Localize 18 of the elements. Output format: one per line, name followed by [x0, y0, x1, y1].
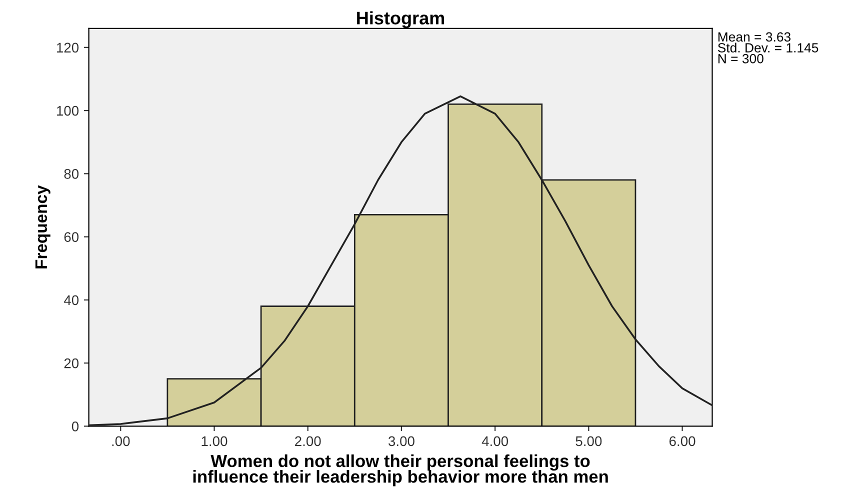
y-axis-title: Frequency	[35, 185, 50, 268]
x-tick-label: 2.00	[295, 436, 321, 446]
x-axis-title: Women do not allow their personal feelings to influence their leadership behavior more than men	[193, 454, 608, 486]
x-tick-label: 1.00	[202, 436, 228, 446]
x-tick-label: 6.00	[669, 436, 696, 446]
text: Mean = 3.63 Std. Dev. = 1.145 N = 300	[718, 32, 818, 64]
y-tick-label: 120	[56, 42, 79, 53]
x-tick-label: 4.00	[482, 436, 508, 446]
y-tick-label: 40	[64, 295, 79, 306]
y-tick-label: 80	[64, 169, 79, 179]
x-tick-label: .00	[112, 436, 130, 446]
x-tick-label: 5.00	[576, 436, 602, 446]
y-tick-label: 0	[72, 422, 79, 432]
y-tick-label: 100	[56, 106, 79, 116]
y-tick-label: 20	[64, 358, 79, 368]
y-tick-label: 60	[64, 232, 79, 242]
x-tick-label: 3.00	[388, 436, 414, 446]
chart-title: Histogram	[357, 11, 444, 28]
